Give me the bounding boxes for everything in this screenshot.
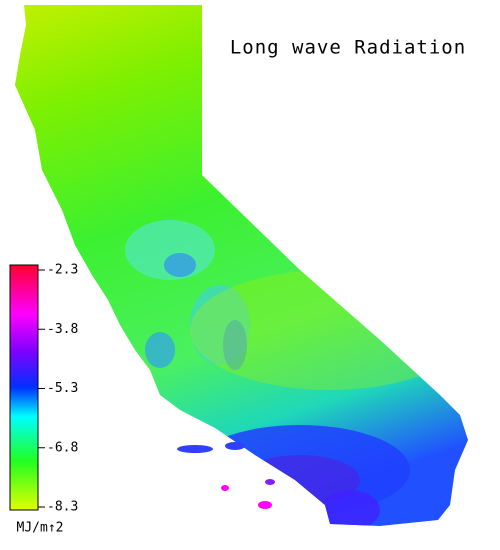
tick-label: -3.8: [47, 322, 78, 337]
map-title: Long wave Radiation: [230, 37, 466, 59]
tick-label: -6.8: [47, 440, 78, 455]
colorbar: [9, 264, 39, 511]
tick-label: -8.3: [47, 500, 78, 515]
tick-label: -2.3: [47, 263, 78, 278]
colorbar-label: MJ/m↑2: [17, 521, 64, 536]
islands: [177, 442, 275, 509]
tick-label: -5.3: [47, 381, 78, 396]
colorbar-ticks: -2.3 -3.8 -5.3 -6.8 -8.3: [38, 263, 78, 515]
